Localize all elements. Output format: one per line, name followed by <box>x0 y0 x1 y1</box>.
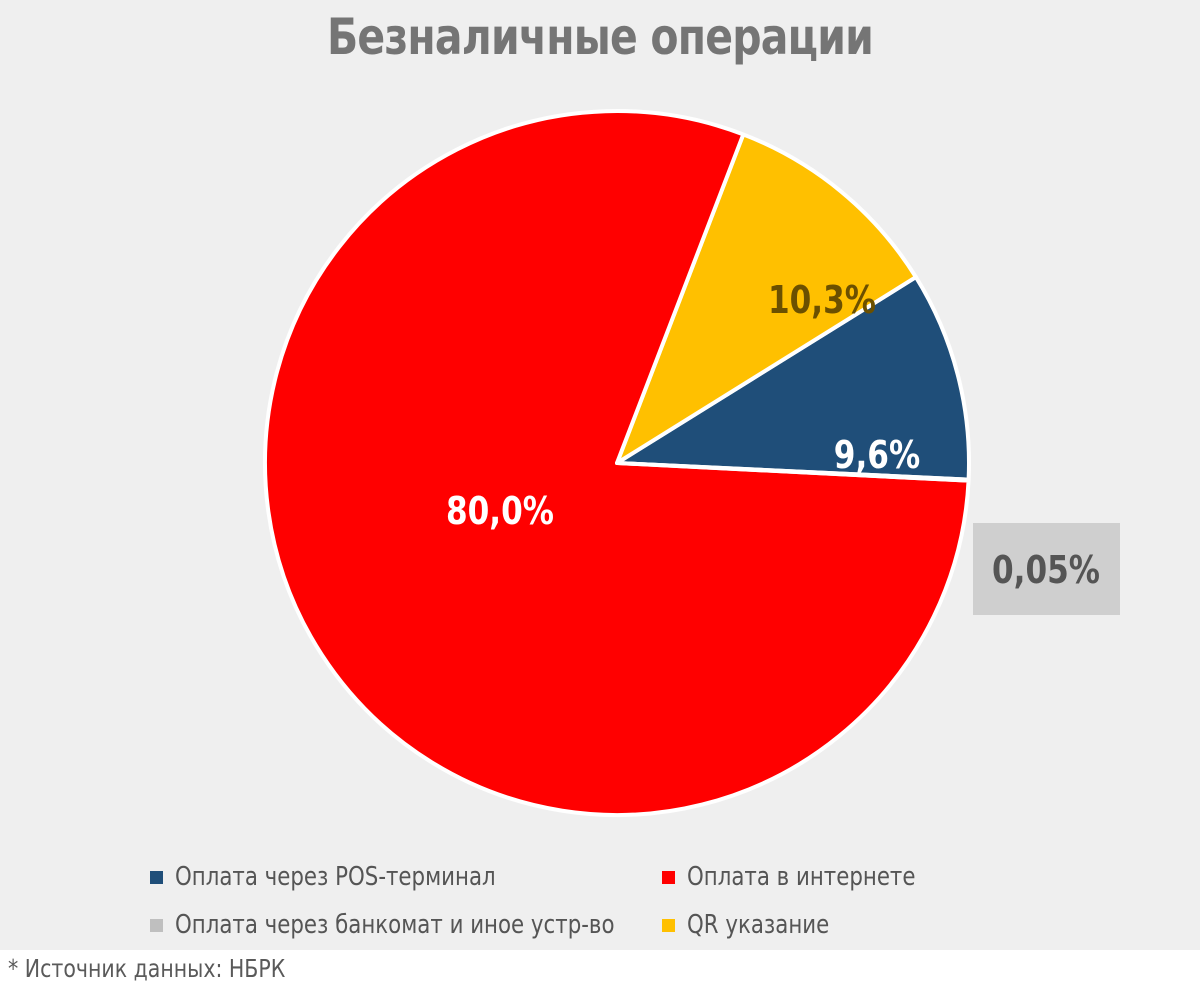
legend-swatch-pos-terminal <box>150 870 163 884</box>
chart-title: Безналичные операции <box>326 8 874 66</box>
legend-item-atm: Оплата через банкомат и иное устр-во <box>150 910 711 940</box>
legend-label-qr: QR указание <box>687 910 830 940</box>
slice-callout-оплата-через-банкомат-и-иное-устр-во: 0,05% <box>973 523 1120 615</box>
chart-legend: Оплата через POS-терминал Оплата в интер… <box>150 862 966 940</box>
legend-swatch-atm <box>150 918 163 932</box>
slice-callout-box <box>973 523 1120 615</box>
slice-label-оплата-через-pos-терминал: 9,6% <box>834 434 920 478</box>
legend-label-atm: Оплата через банкомат и иное устр-во <box>175 910 615 940</box>
pie-slice-оплата-через-банкомат-и-иное-устр-во <box>615 461 971 483</box>
pie-slice-оплата-через-pos-терминал <box>615 275 971 482</box>
slice-label-qr-указание: 10,3% <box>768 279 876 323</box>
slice-label-оплата-в-интернете: 80,0% <box>446 490 554 534</box>
legend-item-qr: QR указание <box>662 910 860 940</box>
pie-slice-qr-указание <box>615 132 918 465</box>
source-note: * Источник данных: НБРК <box>8 954 286 983</box>
pie-chart: 9,6% 10,3% 80,0% 0,05% <box>263 109 1120 817</box>
slice-label-оплата-через-банкомат-и-иное-устр-во: 0,05% <box>992 549 1100 593</box>
legend-item-pos-terminal: Оплата через POS-терминал <box>150 862 566 892</box>
legend-label-internet: Оплата в интернете <box>687 862 916 892</box>
legend-swatch-internet <box>662 870 675 884</box>
legend-swatch-qr <box>662 918 675 932</box>
legend-label-pos-terminal: Оплата через POS-терминал <box>175 862 496 892</box>
legend-item-internet: Оплата в интернете <box>662 862 966 892</box>
